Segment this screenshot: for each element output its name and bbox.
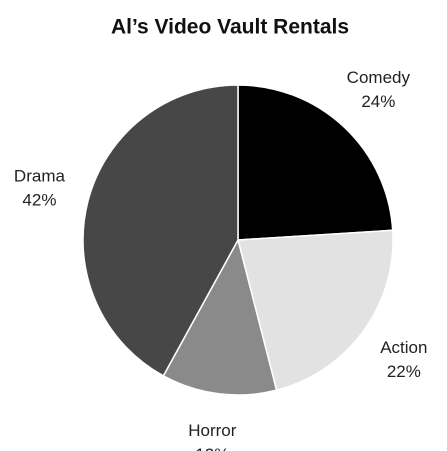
slice-value-label: 42% xyxy=(22,191,56,210)
pie-slice xyxy=(162,237,278,396)
pie-slice xyxy=(237,229,394,392)
slice-label: Drama xyxy=(14,167,66,186)
slice-label: Horror xyxy=(188,421,237,440)
pie-slice xyxy=(237,84,394,241)
slice-label: Action xyxy=(380,338,427,357)
slice-value-label: 12% xyxy=(195,445,229,451)
chart-title: Al’s Video Vault Rentals xyxy=(111,16,349,39)
slice-value-label: 22% xyxy=(387,362,421,381)
slice-value-label: 24% xyxy=(361,92,395,111)
slice-label: Comedy xyxy=(347,68,411,87)
pie-slice xyxy=(82,84,239,377)
